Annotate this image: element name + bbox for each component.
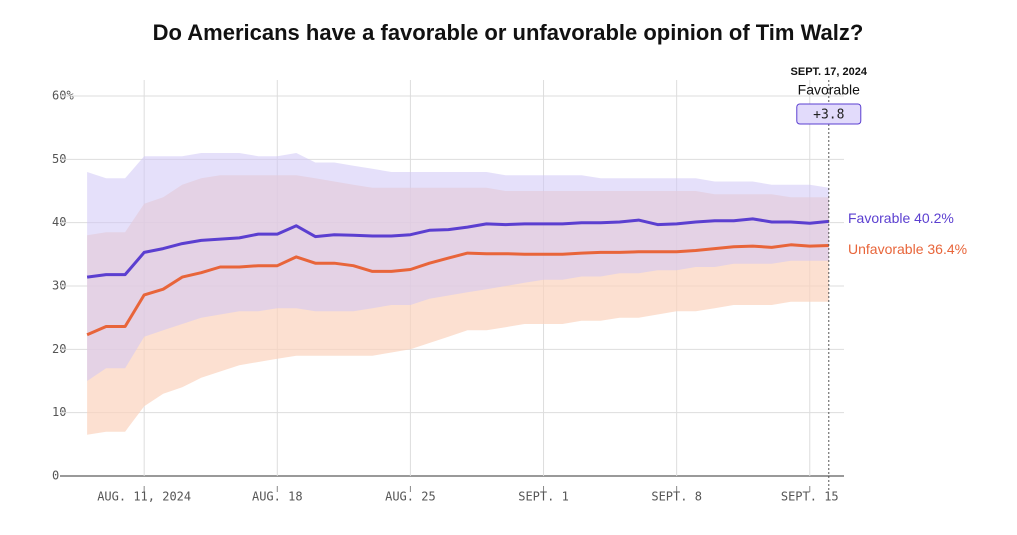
- y-tick-label: 30: [52, 279, 66, 293]
- tooltip-date: SEPT. 17, 2024: [791, 66, 868, 78]
- y-tick-label: 50: [52, 152, 66, 166]
- trend-line: [86, 243, 829, 337]
- y-tick-label: 20: [52, 342, 66, 356]
- chart-title: Do Americans have a favorable or unfavor…: [153, 20, 864, 45]
- end-label: Unfavorable 36.4%: [848, 241, 967, 257]
- y-tick-label: 0: [52, 469, 59, 483]
- tooltip-value: +3.8: [813, 108, 844, 123]
- y-tick-label: 40: [52, 215, 66, 229]
- trend-line: [86, 217, 829, 279]
- x-tick-label: SEPT. 8: [651, 490, 702, 504]
- x-tick-label: SEPT. 1: [518, 490, 569, 504]
- x-tick-label: SEPT. 15: [781, 490, 839, 504]
- x-tick-label: AUG. 11, 2024: [97, 490, 191, 504]
- uncertainty-band: [87, 153, 829, 381]
- y-tick-label: 10: [52, 405, 66, 419]
- x-tick-label: AUG. 18: [252, 490, 303, 504]
- tooltip-box: [796, 103, 862, 125]
- tooltip-label: Favorable: [798, 82, 860, 98]
- x-tick-label: AUG. 25: [385, 490, 436, 504]
- end-label: Favorable 40.2%: [848, 210, 954, 226]
